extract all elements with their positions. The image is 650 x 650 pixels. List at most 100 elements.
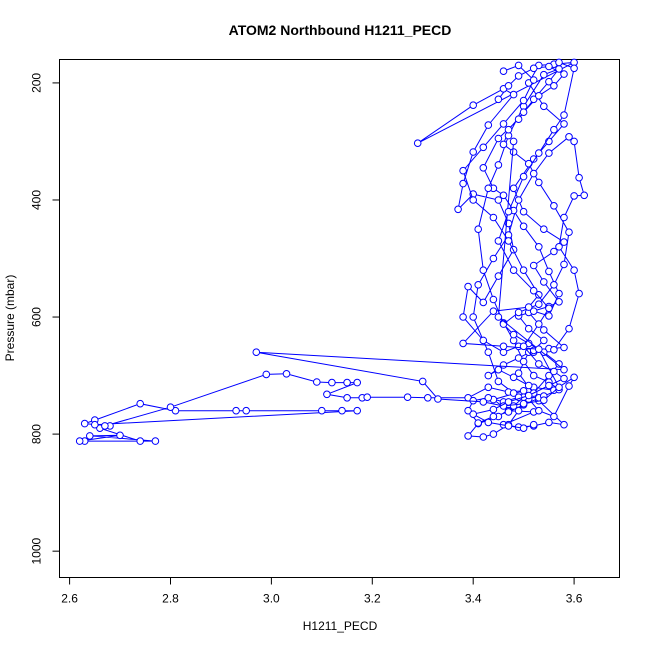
data-point — [509, 137, 518, 146]
data-point — [550, 247, 558, 256]
x-tick-label: 3.2 — [364, 592, 381, 606]
data-point — [479, 143, 488, 152]
data-point — [484, 348, 493, 357]
data-point — [242, 406, 250, 415]
data-point — [489, 254, 498, 263]
data-point — [499, 342, 508, 351]
data-point — [479, 433, 488, 441]
data-point — [545, 418, 553, 427]
data-point — [504, 125, 513, 134]
data-point — [504, 207, 513, 216]
data-point — [424, 394, 432, 402]
data-point — [479, 398, 488, 406]
data-point — [529, 155, 538, 163]
data-point — [560, 120, 568, 128]
data-point — [514, 406, 523, 415]
data-point — [484, 418, 493, 427]
data-point — [171, 406, 180, 415]
data-point — [494, 134, 503, 143]
data-point — [509, 148, 518, 156]
data-point — [565, 133, 573, 141]
data-point — [479, 298, 488, 307]
data-point — [403, 393, 412, 402]
data-point — [459, 179, 467, 188]
data-point — [529, 371, 538, 380]
data-point — [519, 399, 528, 408]
data-point — [560, 260, 568, 269]
data-point — [535, 149, 543, 157]
data-point — [529, 420, 538, 429]
data-point — [555, 289, 563, 298]
y-axis-label: Pressure (mbar) — [3, 275, 17, 362]
data-point — [560, 365, 568, 374]
data-point — [494, 272, 503, 280]
data-point — [494, 237, 503, 245]
data-point — [489, 213, 498, 222]
x-tick-label: 3.0 — [263, 592, 280, 606]
data-point — [464, 282, 472, 291]
data-point — [514, 369, 523, 378]
data-point — [489, 295, 498, 304]
data-point — [504, 237, 513, 245]
data-point — [323, 390, 331, 399]
data-point — [580, 191, 589, 200]
data-point — [509, 90, 518, 99]
data-point — [550, 202, 558, 210]
data-point — [545, 304, 553, 313]
data-point — [353, 378, 362, 387]
data-point — [504, 408, 513, 416]
data-point — [464, 406, 472, 415]
series-line — [256, 64, 566, 407]
data-point — [343, 394, 351, 402]
data-point — [484, 121, 493, 129]
data-point — [469, 196, 478, 204]
data-point — [545, 149, 553, 157]
data-point — [494, 95, 503, 104]
data-point — [494, 196, 503, 204]
data-point — [499, 361, 508, 369]
data-point — [550, 412, 558, 421]
data-point — [474, 281, 483, 289]
data-point — [499, 320, 508, 328]
data-point — [529, 76, 538, 84]
data-point — [519, 108, 528, 116]
data-point — [535, 291, 543, 299]
data-point — [529, 307, 538, 316]
y-tick-label: 600 — [30, 307, 44, 327]
data-point — [479, 164, 488, 172]
data-point — [489, 430, 498, 438]
data-point — [479, 266, 488, 275]
data-point — [252, 348, 261, 357]
data-point — [474, 225, 483, 233]
plot-area — [75, 58, 589, 445]
data-point — [560, 343, 568, 352]
x-axis-label: H1211_PECD — [303, 619, 378, 633]
data-point — [363, 393, 372, 402]
data-point — [519, 424, 528, 433]
data-point — [509, 184, 518, 193]
x-tick-label: 2.8 — [162, 592, 179, 606]
data-point — [524, 381, 533, 390]
data-point — [514, 72, 523, 80]
data-point — [535, 178, 543, 187]
data-point — [524, 324, 533, 333]
data-point — [555, 383, 563, 392]
data-point — [514, 115, 523, 123]
data-point — [479, 336, 488, 345]
data-point — [499, 191, 508, 200]
data-point — [519, 266, 528, 275]
data-point — [86, 432, 94, 440]
data-point — [524, 391, 533, 400]
data-point — [540, 70, 548, 79]
data-point — [484, 184, 493, 193]
x-tick-label: 3.6 — [566, 592, 583, 606]
data-point — [469, 148, 478, 156]
data-point — [529, 64, 538, 73]
data-point — [469, 101, 478, 109]
data-point — [560, 374, 568, 383]
data-point — [560, 70, 568, 78]
data-point — [232, 406, 240, 415]
data-point — [509, 266, 518, 275]
chart-title: ATOM2 Northbound H1211_PECD — [229, 22, 452, 38]
